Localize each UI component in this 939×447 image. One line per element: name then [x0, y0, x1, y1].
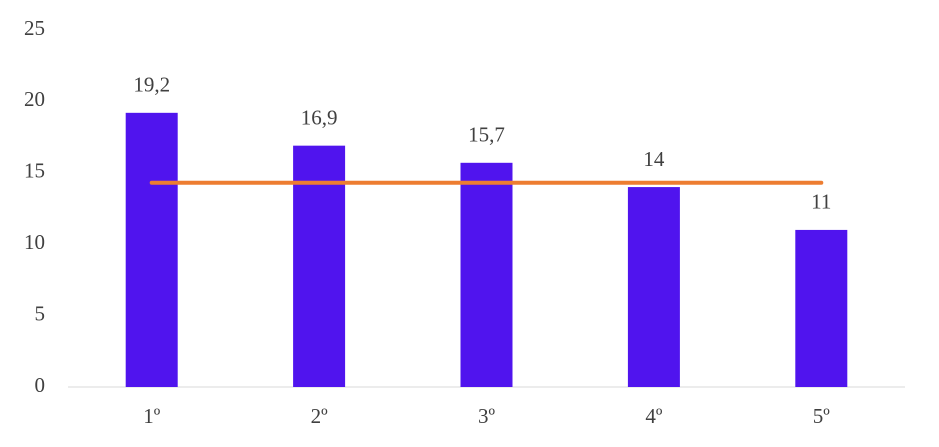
data-label: 14 [643, 147, 665, 171]
x-tick-label: 3º [478, 404, 496, 428]
y-tick-label: 5 [35, 301, 46, 325]
bar [460, 162, 513, 387]
y-tick-label: 10 [24, 230, 45, 254]
y-tick-label: 0 [35, 373, 46, 397]
data-label: 15,7 [468, 123, 505, 147]
data-label: 16,9 [301, 105, 338, 129]
bar [627, 187, 680, 387]
data-label: 11 [811, 190, 831, 214]
x-tick-label: 4º [645, 404, 663, 428]
bar [795, 229, 848, 387]
x-tick-label: 2º [311, 404, 329, 428]
y-tick-label: 25 [24, 16, 45, 40]
x-tick-label: 5º [813, 404, 831, 428]
bar [293, 145, 346, 387]
bar [125, 112, 178, 387]
data-label: 19,2 [133, 73, 170, 97]
x-tick-label: 1º [143, 404, 161, 428]
y-tick-label: 20 [24, 87, 45, 111]
y-tick-label: 15 [24, 159, 45, 183]
